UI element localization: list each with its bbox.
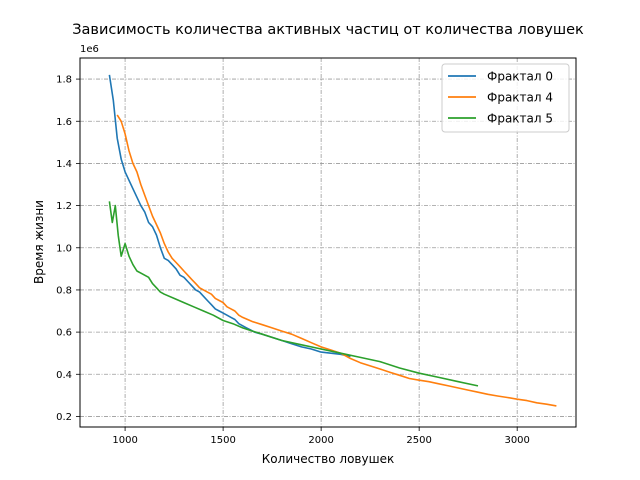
y-tick-label: 0.2 — [56, 412, 72, 423]
chart-title: Зависимость количества активных частиц о… — [72, 22, 584, 38]
x-tick-label: 2500 — [406, 435, 431, 446]
y-axis-ticks: 0.2 0.4 0.6 0.8 1.0 1.2 1.4 1.6 1.8 — [56, 75, 80, 423]
legend-label: Фрактал 0 — [487, 70, 553, 84]
x-axis-ticks: 1000 1500 2000 2500 3000 — [112, 427, 530, 446]
x-tick-label: 3000 — [504, 435, 529, 446]
x-axis-label: Количество ловушек — [262, 452, 394, 466]
y-tick-label: 1.2 — [56, 201, 72, 212]
plot-frame — [79, 57, 577, 428]
series-layer — [108, 74, 557, 407]
y-tick-label: 0.8 — [56, 285, 72, 296]
x-tick-label: 1500 — [210, 435, 235, 446]
series-line-1 — [116, 114, 557, 407]
y-tick-label: 1.4 — [56, 159, 72, 170]
y-tick-label: 1.8 — [56, 75, 72, 86]
series-line-2 — [108, 201, 479, 387]
legend-label: Фрактал 5 — [487, 112, 553, 126]
y-tick-label: 1.0 — [56, 243, 72, 254]
y-tick-label: 0.4 — [56, 370, 72, 381]
y-tick-label: 0.6 — [56, 328, 72, 339]
legend-box — [441, 63, 570, 133]
x-tick-label: 2000 — [308, 435, 333, 446]
grid-lines — [80, 58, 576, 427]
legend: Фрактал 0 Фрактал 4 Фрактал 5 — [441, 63, 570, 133]
legend-label: Фрактал 4 — [487, 91, 553, 105]
y-offset-text: 1e6 — [80, 44, 99, 55]
y-tick-label: 1.6 — [56, 117, 72, 128]
y-axis-label: Время жизни — [32, 200, 46, 284]
x-tick-label: 1000 — [112, 435, 137, 446]
